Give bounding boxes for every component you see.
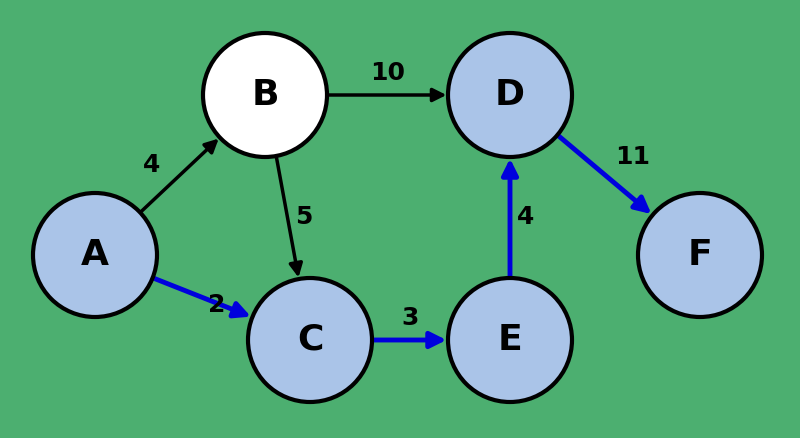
Circle shape: [248, 278, 372, 402]
Text: E: E: [498, 323, 522, 357]
Circle shape: [638, 193, 762, 317]
Text: 5: 5: [295, 205, 312, 230]
Text: A: A: [81, 238, 109, 272]
Text: 2: 2: [208, 293, 225, 318]
Text: 3: 3: [402, 306, 418, 330]
Text: 4: 4: [143, 153, 161, 177]
Text: F: F: [688, 238, 712, 272]
Circle shape: [448, 33, 572, 157]
Text: 10: 10: [370, 61, 405, 85]
Text: 11: 11: [615, 145, 650, 169]
Circle shape: [33, 193, 157, 317]
Text: C: C: [297, 323, 323, 357]
Text: B: B: [251, 78, 278, 112]
Circle shape: [448, 278, 572, 402]
Text: D: D: [495, 78, 525, 112]
Text: 4: 4: [518, 205, 534, 230]
Circle shape: [203, 33, 327, 157]
